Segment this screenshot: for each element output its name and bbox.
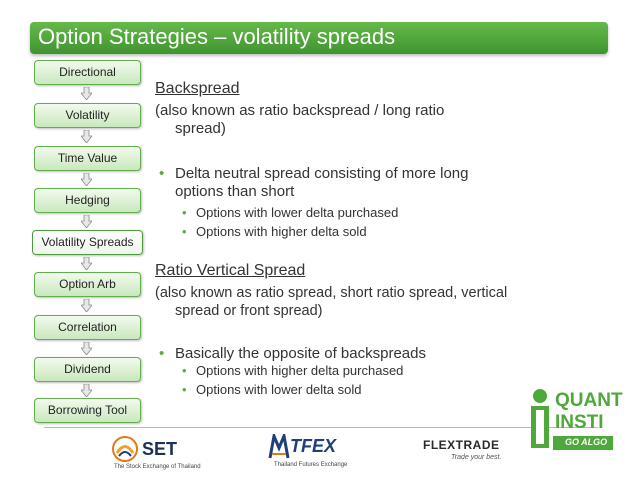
nav-item-label: Directional [59, 65, 116, 79]
quantinsti-line2: INSTI [555, 412, 604, 433]
quantinsti-logo: QUANT INSTI GO ALGO [527, 386, 623, 464]
nav-item-label: Volatility [65, 108, 110, 122]
ratio-spread-aka-line1: (also known as ratio spread, short ratio… [155, 285, 508, 301]
set-logo-tagline: The Stock Exchange of Thailand [114, 464, 201, 470]
set-logo-name: SET [142, 439, 178, 459]
tfex-logo-tagline: Thailand Futures Exchange [274, 462, 348, 468]
nav-item-label: Dividend [64, 362, 111, 376]
slide-title: Option Strategies – volatility spreads [38, 24, 396, 49]
backspread-heading: Backspread [155, 80, 240, 97]
backspread-aka-line1: (also known as ratio backspread / long r… [155, 102, 445, 119]
quantinsti-tagline: GO ALGO [565, 437, 608, 447]
quantinsti-person-icon [531, 389, 549, 448]
backspread-bullet-line1: Delta neutral spread consisting of more … [159, 165, 468, 183]
nav-item-label: Correlation [58, 320, 117, 334]
tfex-logo: TFEX Thailand Futures Exchange [268, 434, 348, 470]
tfex-emblem-icon [268, 434, 290, 459]
nav-item-volatility-spreads[interactable]: Volatility Spreads [32, 230, 143, 255]
ratio-spread-aka-line2: spread or front spread) [175, 303, 323, 319]
backspread-sub-bullet-2: Options with higher delta sold [182, 224, 367, 239]
nav-item-volatility[interactable]: Volatility [34, 103, 141, 128]
nav-item-option-arb[interactable]: Option Arb [34, 272, 141, 297]
ratio-spread-heading: Ratio Vertical Spread [155, 262, 306, 279]
backspread-aka-line2: spread) [175, 120, 226, 137]
ratio-spread-sub-bullet-2: Options with lower delta sold [182, 382, 362, 397]
set-logo: SET The Stock Exchange of Thailand [112, 436, 202, 472]
nav-item-directional[interactable]: Directional [34, 60, 141, 85]
down-arrow-icon [81, 173, 92, 186]
down-arrow-icon [81, 257, 92, 270]
quantinsti-line1: QUANT [555, 390, 623, 411]
tfex-logo-name: TFEX [290, 436, 337, 456]
ratio-spread-sub-bullet-1: Options with higher delta purchased [182, 363, 403, 378]
nav-item-dividend[interactable]: Dividend [34, 357, 141, 382]
nav-item-label: Time Value [57, 151, 118, 165]
nav-item-correlation[interactable]: Correlation [34, 315, 141, 340]
nav-item-borrowing-tool[interactable]: Borrowing Tool [34, 398, 141, 423]
down-arrow-icon [81, 130, 92, 143]
down-arrow-icon [81, 299, 92, 312]
footer-divider [44, 427, 598, 428]
backspread-sub-bullet-1: Options with lower delta purchased [182, 205, 398, 220]
nav-item-label: Option Arb [59, 277, 116, 291]
down-arrow-icon [81, 215, 92, 228]
flextrade-logo: FLEXTRADE Trade your best. [423, 438, 503, 468]
slide-title-bar: Option Strategies – volatility spreads [30, 22, 608, 54]
down-arrow-icon [81, 87, 92, 100]
nav-item-label: Hedging [65, 193, 110, 207]
flextrade-logo-name: FLEXTRADE [423, 438, 500, 452]
flextrade-logo-tagline: Trade your best. [451, 454, 502, 461]
set-emblem-icon [112, 436, 138, 462]
quantinsti-tagline-band: GO ALGO [553, 436, 613, 450]
nav-item-label: Borrowing Tool [47, 403, 128, 417]
nav-item-time-value[interactable]: Time Value [34, 146, 141, 171]
down-arrow-icon [81, 342, 92, 355]
nav-item-hedging[interactable]: Hedging [34, 188, 141, 213]
nav-item-label: Volatility Spreads [41, 235, 134, 249]
backspread-bullet-line2: options than short [175, 183, 295, 200]
down-arrow-icon [81, 384, 92, 397]
ratio-spread-bullet: Basically the opposite of backspreads [159, 345, 426, 363]
